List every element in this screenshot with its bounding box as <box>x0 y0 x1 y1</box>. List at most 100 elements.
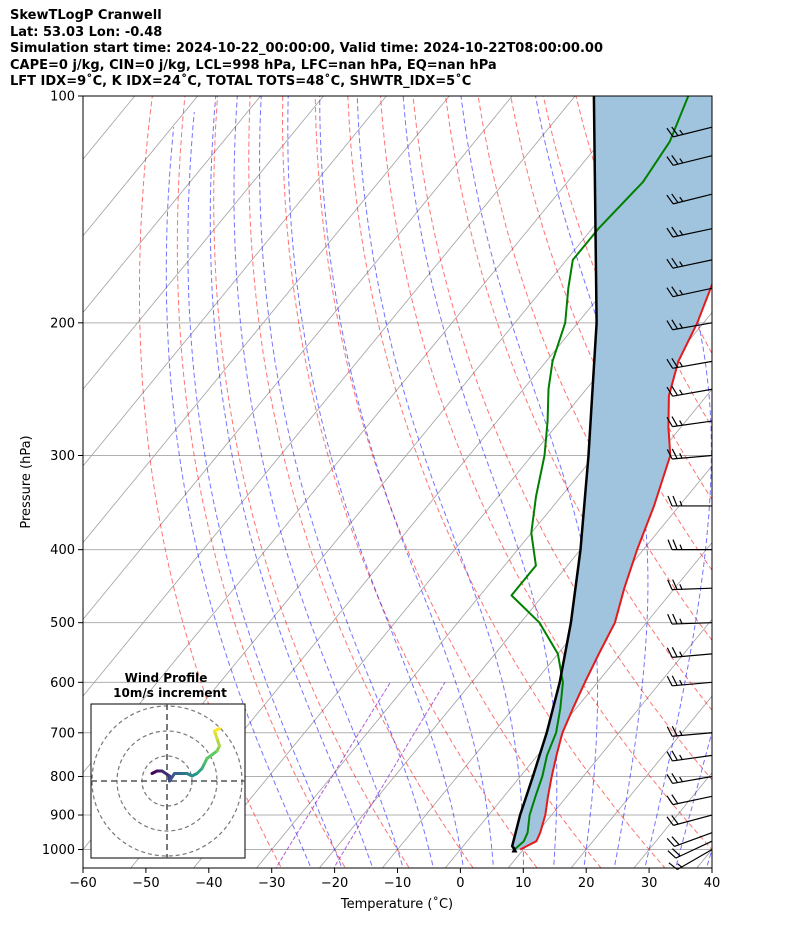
dry-adiabat <box>281 96 538 868</box>
wind-barb <box>666 385 713 397</box>
x-tick-label: 40 <box>704 876 721 891</box>
x-tick-label: −60 <box>69 876 96 891</box>
isotherm <box>83 96 576 697</box>
dry-adiabat <box>176 96 346 868</box>
y-axis-label: Pressure (hPa) <box>19 435 34 528</box>
location-coordinates: Lat: 53.03 Lon: -0.48 <box>10 24 163 40</box>
wind-barb <box>668 848 713 871</box>
wind-barb <box>667 840 713 859</box>
isotherm <box>507 618 712 868</box>
wind-barb <box>666 647 713 658</box>
moist-adiabat <box>534 96 649 868</box>
moist-adiabat <box>402 96 558 868</box>
parcel-line <box>510 96 598 851</box>
x-tick-label: 10 <box>515 876 532 891</box>
y-axis-ticks: 1000 900 800 700 600 500 400 300 200 100 <box>42 90 83 858</box>
moist-adiabat <box>734 62 794 881</box>
dry-adiabat <box>412 96 712 781</box>
moist-adiabat <box>319 96 494 868</box>
hodograph-subtitle: 10m/s increment <box>113 686 227 700</box>
isotherm <box>749 62 794 881</box>
chart-title: SkewTLogP Cranwell <box>10 8 162 23</box>
dry-adiabat <box>445 96 712 711</box>
y-tick-label: 200 <box>50 316 75 331</box>
y-tick-label: 700 <box>50 726 75 741</box>
wind-barb <box>666 416 713 428</box>
x-tick-label: −50 <box>132 876 159 891</box>
parcel-start-marker <box>511 846 518 853</box>
isotherm <box>83 96 513 621</box>
dry-adiabat <box>575 96 712 429</box>
simulation-times: Simulation start time: 2024-10-22_00:00:… <box>10 41 603 56</box>
mixing-ratio-line <box>275 682 391 868</box>
moist-adiabat <box>209 96 374 868</box>
x-tick-label: −30 <box>258 876 285 891</box>
isotherm <box>83 96 387 467</box>
wind-barb <box>666 814 713 826</box>
hodograph-title: Wind Profile <box>125 671 208 685</box>
dry-adiabat <box>477 96 712 642</box>
moist-adiabat <box>356 96 524 868</box>
wind-barb <box>666 226 713 238</box>
wind-barb <box>666 750 713 762</box>
convective-indices: CAPE=0 j/kg, CIN=0 j/kg, LCL=998 hPa, LF… <box>10 57 497 73</box>
dry-adiabat <box>248 96 474 868</box>
dry-adiabat <box>213 96 410 868</box>
x-tick-label: 0 <box>456 876 464 891</box>
y-tick-label: 300 <box>50 449 75 464</box>
wind-barbs <box>666 126 713 871</box>
moist-adiabat <box>706 847 712 868</box>
x-tick-label: −40 <box>195 876 222 891</box>
y-tick-label: 1000 <box>42 843 75 858</box>
wind-barb <box>667 613 713 625</box>
wind-barb <box>666 155 713 166</box>
mixing-ratio-line <box>333 682 446 868</box>
isotherm <box>381 465 712 868</box>
wind-barb <box>666 794 713 806</box>
moist-adiabat <box>633 96 712 868</box>
wind-barb <box>666 193 713 205</box>
wind-barb <box>666 832 713 847</box>
moist-adiabat <box>460 96 599 868</box>
wind-barb <box>666 319 713 331</box>
x-axis-ticks: −60 −50 −40 −30 −20 −10 0 10 20 30 40 <box>69 868 720 891</box>
wind-barb <box>667 579 713 591</box>
moist-adiabat <box>675 729 712 868</box>
wind-barb <box>667 495 712 507</box>
y-tick-label: 800 <box>50 770 75 785</box>
moist-adiabat <box>287 96 464 868</box>
isotherm <box>83 96 199 237</box>
chart-header: SkewTLogP Cranwell Lat: 53.03 Lon: -0.48… <box>10 8 603 91</box>
cin-area <box>512 96 712 850</box>
isotherm <box>83 96 450 544</box>
isotherm <box>83 96 324 390</box>
hodograph-segment <box>168 772 176 783</box>
x-tick-label: 20 <box>578 876 595 891</box>
wind-barb <box>666 286 713 298</box>
hodograph-segment <box>205 749 219 760</box>
y-tick-label: 400 <box>50 543 75 558</box>
dry-adiabat <box>758 62 794 881</box>
x-tick-label: 30 <box>641 876 658 891</box>
profile-lines <box>510 96 712 853</box>
dry-adiabat <box>314 96 602 868</box>
wind-barb <box>666 675 713 687</box>
wind-barb <box>666 773 713 785</box>
moist-adiabat <box>165 127 312 868</box>
y-tick-label: 900 <box>50 809 75 824</box>
dewpoint-line <box>510 96 690 851</box>
x-tick-label: −10 <box>384 876 411 891</box>
isotherm <box>83 96 262 314</box>
hodograph-segment <box>160 769 171 778</box>
cape-cin-shading <box>512 96 712 850</box>
dry-adiabat <box>347 96 666 868</box>
stability-indices: LFT IDX=9˚C, K IDX=24˚C, TOTAL TOTS=48˚C… <box>10 74 472 89</box>
wind-barb <box>667 539 712 551</box>
x-tick-label: −20 <box>321 876 348 891</box>
moist-adiabat <box>259 96 434 868</box>
wind-barb <box>666 448 713 460</box>
y-tick-label: 100 <box>50 90 75 105</box>
hodograph-inset: Wind Profile 10m/s increment <box>90 671 246 859</box>
moist-adiabat <box>187 111 343 868</box>
